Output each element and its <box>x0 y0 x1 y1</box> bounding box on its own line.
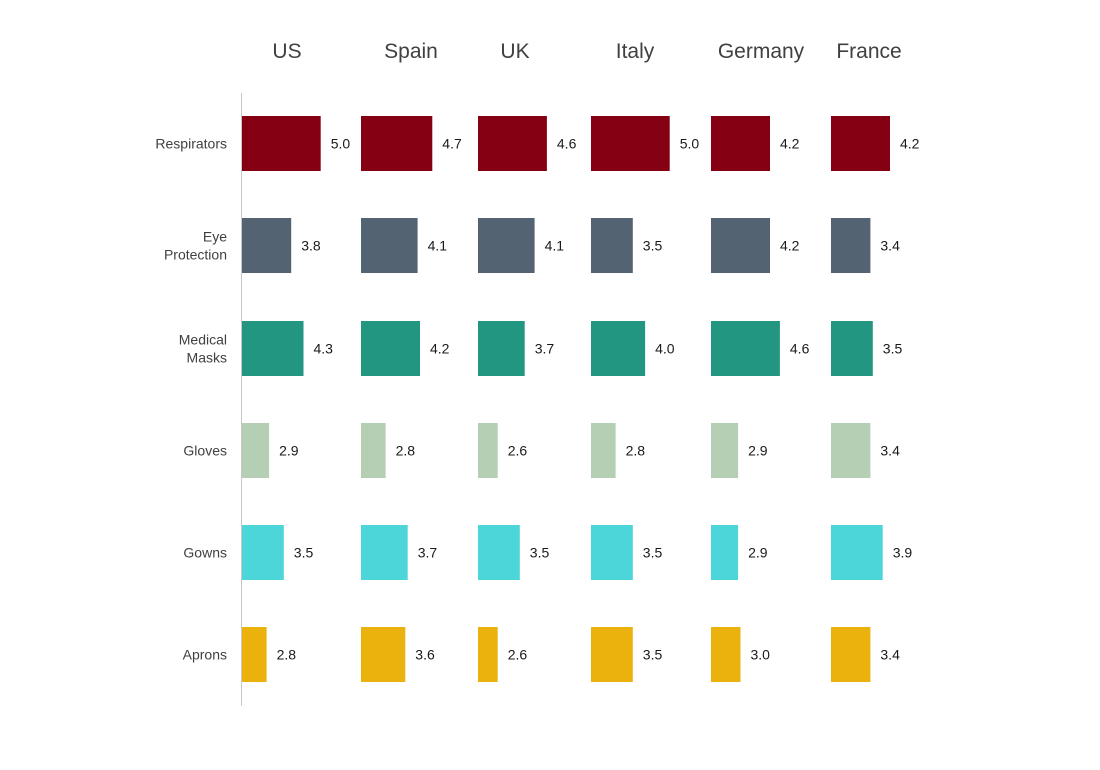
value-label: 4.2 <box>780 136 800 152</box>
bar <box>831 218 871 273</box>
value-label: 2.6 <box>508 647 528 663</box>
value-label: 4.6 <box>557 136 577 152</box>
country-header: France <box>836 40 901 63</box>
category-label: Respirators <box>155 136 227 152</box>
value-label: 4.0 <box>655 341 675 357</box>
value-label: 4.2 <box>430 341 450 357</box>
bar <box>361 321 420 376</box>
value-label: 2.9 <box>748 443 768 459</box>
category-label-line: Masks <box>187 350 227 366</box>
bar <box>591 423 616 478</box>
value-label: 3.6 <box>415 647 435 663</box>
category-label-line: Respirators <box>155 136 227 152</box>
bar <box>711 218 770 273</box>
bar <box>831 423 871 478</box>
bar <box>478 321 525 376</box>
value-label: 4.3 <box>314 341 334 357</box>
value-label: 5.0 <box>331 136 351 152</box>
value-label: 3.5 <box>643 545 663 561</box>
bar-marks <box>242 116 890 682</box>
bar <box>478 627 498 682</box>
bar <box>361 627 406 682</box>
value-label: 2.8 <box>396 443 416 459</box>
country-header: Spain <box>384 40 438 63</box>
bar <box>478 525 520 580</box>
value-label: 2.8 <box>277 647 297 663</box>
value-label: 3.4 <box>880 443 900 459</box>
value-label: 3.9 <box>893 545 913 561</box>
value-label: 3.4 <box>880 647 900 663</box>
bar <box>711 525 739 580</box>
value-label: 3.5 <box>883 341 903 357</box>
bar <box>711 627 741 682</box>
bar <box>831 627 871 682</box>
bar <box>478 423 498 478</box>
value-label: 2.6 <box>508 443 528 459</box>
category-label: Aprons <box>183 647 227 663</box>
bar <box>361 116 433 171</box>
bar <box>831 116 890 171</box>
bar <box>478 116 547 171</box>
category-labels: Respirators Eye Protection Medical Masks Glov… <box>155 136 227 663</box>
country-header: UK <box>500 40 529 63</box>
category-label-line: Eye <box>203 229 227 245</box>
value-label: 4.1 <box>428 238 448 254</box>
value-label: 3.7 <box>535 341 555 357</box>
value-label: 4.1 <box>545 238 565 254</box>
bar <box>591 218 633 273</box>
category-label-line: Gloves <box>183 443 227 459</box>
bar <box>242 525 284 580</box>
country-header: Germany <box>718 40 805 63</box>
bar <box>361 218 418 273</box>
value-label: 2.9 <box>279 443 299 459</box>
value-label: 2.8 <box>626 443 646 459</box>
value-label: 3.0 <box>751 647 771 663</box>
bar <box>361 525 408 580</box>
bar <box>242 116 321 171</box>
value-label: 3.5 <box>643 647 663 663</box>
value-label: 3.5 <box>643 238 663 254</box>
bar <box>242 627 267 682</box>
bar <box>711 116 770 171</box>
value-label: 4.6 <box>790 341 810 357</box>
bar <box>711 321 780 376</box>
country-header: US <box>272 40 301 63</box>
value-label: 2.9 <box>748 545 768 561</box>
category-label-line: Protection <box>164 247 227 263</box>
bar <box>831 525 883 580</box>
value-label: 3.4 <box>880 238 900 254</box>
bar <box>591 627 633 682</box>
value-label: 5.0 <box>680 136 700 152</box>
category-label: Medical Masks <box>179 332 227 366</box>
bar <box>591 116 670 171</box>
value-labels: 5.0 3.8 4.3 2.9 3.5 2.8 4.7 4.1 4.2 2.8 3.7 3.6 4.6 4… <box>277 136 920 663</box>
bar <box>478 218 535 273</box>
category-label: Gowns <box>183 545 227 561</box>
country-headers: US Spain UK Italy Germany France <box>272 40 901 63</box>
category-label-line: Gowns <box>183 545 227 561</box>
value-label: 4.2 <box>780 238 800 254</box>
value-label: 3.5 <box>294 545 314 561</box>
bar <box>831 321 873 376</box>
value-label: 3.7 <box>418 545 438 561</box>
bar <box>361 423 386 478</box>
bar <box>711 423 739 478</box>
category-label-line: Aprons <box>183 647 227 663</box>
value-label: 4.7 <box>442 136 462 152</box>
category-label-line: Medical <box>179 332 227 348</box>
country-header: Italy <box>616 40 655 63</box>
category-label: Eye Protection <box>164 229 227 263</box>
bar <box>591 525 633 580</box>
value-label: 4.2 <box>900 136 920 152</box>
value-label: 3.5 <box>530 545 550 561</box>
bar <box>242 218 292 273</box>
value-label: 3.8 <box>301 238 321 254</box>
bar <box>242 423 270 478</box>
category-label: Gloves <box>183 443 227 459</box>
bar <box>242 321 304 376</box>
bar <box>591 321 646 376</box>
